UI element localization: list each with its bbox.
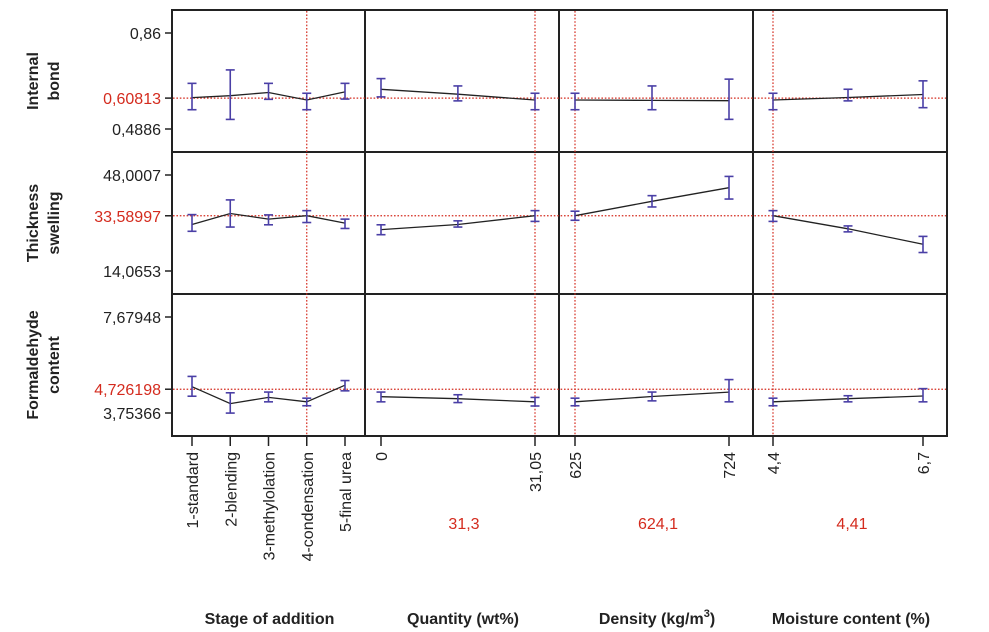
error-bar: [453, 393, 463, 404]
error-bar: [302, 209, 312, 224]
row-label-line: bond: [46, 61, 63, 100]
error-bar: [647, 85, 657, 111]
error-bar: [570, 92, 580, 111]
error-bar: [843, 394, 853, 403]
current-response-label: 33,58997: [94, 209, 161, 226]
x-tick-label: 31,05: [528, 452, 545, 492]
x-tick-label: 1-standard: [185, 452, 202, 529]
y-tick-label: 7,67948: [103, 310, 161, 327]
error-bar: [918, 387, 928, 403]
x-tick-label: 724: [722, 452, 739, 479]
error-bar: [724, 175, 734, 200]
x-tick-label: 4-condensation: [300, 452, 317, 561]
error-bar: [918, 235, 928, 254]
error-bar: [264, 391, 273, 403]
error-bar: [264, 82, 273, 101]
error-bar: [530, 92, 540, 111]
x-tick-label: 5-final urea: [338, 452, 355, 532]
error-bar: [843, 225, 853, 233]
error-bar: [340, 218, 350, 230]
x-axis-label: Density (kg/m3): [599, 608, 715, 628]
error-bar: [187, 213, 197, 233]
error-bar: [187, 375, 197, 398]
x-tick-label: 2-blending: [223, 452, 240, 527]
x-axis-label-suffix: ): [710, 611, 715, 628]
row-label-line: Internal: [25, 52, 42, 110]
error-bar: [340, 379, 350, 392]
error-bar: [724, 378, 734, 403]
x-tick-label: 4,4: [766, 452, 783, 474]
error-bar: [724, 78, 734, 121]
error-bar: [768, 397, 778, 407]
error-bar: [768, 92, 778, 111]
row-label: Formaldehyde content: [25, 310, 63, 419]
row-label-line: Formaldehyde: [25, 310, 42, 419]
error-bar: [570, 397, 580, 407]
error-bar: [530, 396, 540, 407]
error-bar: [225, 391, 235, 414]
error-bar: [340, 82, 350, 100]
y-tick-label: 3,75366: [103, 406, 161, 423]
y-tick-label: 14,0653: [103, 264, 161, 281]
error-bar: [376, 77, 386, 98]
error-bar: [918, 80, 928, 109]
y-tick-label: 0,4886: [112, 122, 161, 139]
current-factor-value: 4,41: [836, 516, 867, 533]
x-tick-label: 6,7: [916, 452, 933, 474]
x-tick-label: 625: [568, 452, 585, 479]
current-response-label: 4,726198: [94, 382, 161, 399]
error-bar: [647, 194, 657, 208]
row-label: Thickness swelling: [25, 184, 63, 262]
row-label-line: content: [46, 335, 63, 393]
error-bar: [453, 220, 463, 228]
current-factor-value: 624,1: [638, 516, 678, 533]
current-factor-value: 31,3: [448, 516, 479, 533]
current-response-label: 0,60813: [103, 91, 161, 108]
x-axis-label: Quantity (wt%): [407, 611, 519, 628]
x-tick-label: 3-methylolation: [262, 452, 279, 561]
error-bar: [225, 69, 235, 121]
error-bar: [453, 85, 463, 102]
x-axis-label-superscript: 3: [704, 608, 710, 620]
x-axis-label: Stage of addition: [205, 611, 335, 628]
y-tick-label: 0,86: [130, 26, 161, 43]
x-axis-label: Moisture content (%): [772, 611, 930, 628]
error-bar: [843, 88, 853, 102]
error-bar: [302, 397, 312, 407]
y-tick-label: 48,0007: [103, 168, 161, 185]
x-tick-label: 0: [374, 452, 391, 461]
error-bar: [187, 82, 197, 111]
error-bar: [647, 391, 657, 402]
row-label-line: Thickness: [25, 184, 42, 262]
error-bar: [264, 214, 273, 226]
error-bar: [376, 223, 386, 236]
error-bar: [225, 199, 235, 228]
row-label: Internal bond: [25, 52, 63, 110]
row-label-line: swelling: [46, 191, 63, 254]
error-bar: [376, 391, 386, 403]
error-bar: [768, 209, 778, 223]
error-bar: [302, 92, 312, 111]
error-bar: [570, 210, 580, 222]
error-bar: [530, 209, 540, 223]
